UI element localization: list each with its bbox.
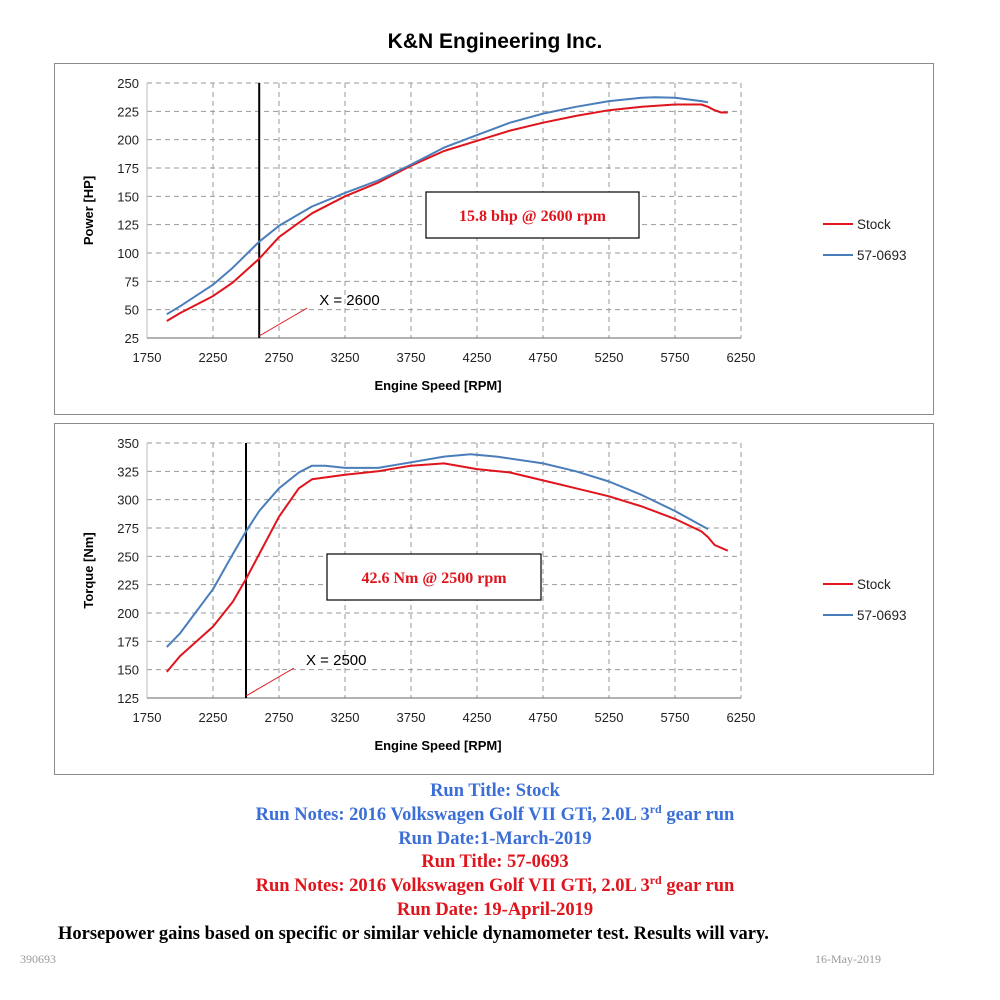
chart-torque-x-tick-label: 1750 [133,710,162,725]
chart-torque-x-tick-label: 5750 [661,710,690,725]
chart-power-y-tick-label: 50 [125,303,139,318]
chart-power-x-tick-label: 4250 [463,350,492,365]
chart-power-y-tick-label: 100 [117,246,139,261]
chart-torque-marker-leader [245,667,295,697]
footer-date: 16-May-2019 [815,952,881,966]
chart-power-x-tick-label: 3250 [331,350,360,365]
chart-title: K&N Engineering Inc. [387,30,603,53]
chart-power-series-stock-line [166,103,728,322]
chart-power-annotation-text: 15.8 bhp @ 2600 rpm [459,208,607,225]
chart-torque-y-tick-label: 250 [117,549,139,564]
chart-power-x-tick-label: 2250 [199,350,228,365]
chart-torque-x-tick-label: 6250 [727,710,756,725]
stock-run-notes: Run Notes: 2016 Volkswagen Golf VII GTi,… [255,801,735,825]
chart-torque-y-tick-label: 125 [117,691,139,706]
power-chart-panel: 1750 2250 2750 3250 3750 4250 4750 5250 5750 6250… [54,63,934,415]
chart-torque-x-tick-label: 4750 [529,710,558,725]
chart-power-x-tick-label: 4750 [529,350,558,365]
chart-power-y-tick-label: 75 [125,274,139,289]
kn-run-title: Run Title: 57-0693 [421,852,569,873]
chart-torque-marker-label: X = 2500 [306,652,366,669]
chart-torque-y-tick-label: 225 [117,578,139,593]
chart-power-x-tick-label: 6250 [727,350,756,365]
chart-power-marker-leader [258,307,308,337]
chart-torque-y-axis-label: Torque [Nm] [81,532,96,608]
chart-power-legend-label-stock: Stock [857,217,891,232]
chart-power-x-tick-label: 1750 [133,350,162,365]
chart-power-y-axis-label: Power [HP] [81,176,96,245]
chart-power-y-tick-label: 175 [117,161,139,176]
chart-torque-y-tick-label: 350 [117,436,139,451]
chart-torque-y-tick-label: 300 [117,493,139,508]
chart-torque-legend-label-stock: Stock [857,577,891,592]
chart-power-y-tick-label: 150 [117,189,139,204]
power-chart: 1750 2250 2750 3250 3750 4250 4750 5250 5750 6250… [81,76,907,393]
chart-power-y-tick-label: 25 [125,331,139,346]
chart-power-series-kn-line [166,96,709,316]
chart-torque-x-axis-label: Engine Speed [RPM] [374,738,501,753]
chart-torque-series-stock-line [166,462,729,673]
chart-torque-y-tick-label: 175 [117,634,139,649]
torque-chart: 1750 2250 2750 3250 3750 4250 4750 5250 5750 6250… [81,436,907,753]
chart-torque-y-tick-label: 325 [117,464,139,479]
chart-power-x-tick-label: 3750 [397,350,426,365]
chart-torque-legend-label-kn: 57-0693 [857,608,907,623]
chart-power-y-tick-label: 250 [117,76,139,91]
chart-power-x-tick-label: 2750 [265,350,294,365]
run-notes: Run Title: Stock Run Notes: 2016 Volkswa… [0,780,990,923]
kn-run-date: Run Date: 19-April-2019 [396,899,594,920]
torque-chart-panel: 1750 2250 2750 3250 3750 4250 4750 5250 5750 6250… [54,423,934,775]
chart-torque-x-tick-label: 2750 [265,710,294,725]
kn-run-notes: Run Notes: 2016 Volkswagen Golf VII GTi,… [255,873,735,897]
chart-torque-annotation-text: 42.6 Nm @ 2500 rpm [361,570,507,587]
disclaimer: Horsepower gains based on specific or si… [58,924,769,944]
chart-torque-x-tick-label: 2250 [199,710,228,725]
chart-torque-y-tick-label: 200 [117,606,139,621]
stock-run-date: Run Date:1-March-2019 [398,828,592,849]
chart-power-marker-label: X = 2600 [319,292,379,309]
chart-torque-x-tick-label: 4250 [463,710,492,725]
chart-torque-x-tick-label: 5250 [595,710,624,725]
chart-torque-x-tick-label: 3250 [331,710,360,725]
chart-torque-x-tick-label: 3750 [397,710,426,725]
chart-power-legend-label-kn: 57-0693 [857,248,907,263]
chart-power-y-tick-label: 125 [117,218,139,233]
chart-torque-annotation-box [326,553,542,601]
chart-power-y-tick-label: 225 [117,104,139,119]
chart-power-x-axis-label: Engine Speed [RPM] [374,378,501,393]
chart-power-annotation-box [425,191,640,239]
footer-id: 390693 [20,952,56,966]
chart-torque-series-kn-line [166,453,709,648]
stock-run-title: Run Title: Stock [430,781,560,801]
chart-power-y-tick-label: 200 [117,133,139,148]
chart-torque-y-tick-label: 275 [117,521,139,536]
chart-power-x-tick-label: 5250 [595,350,624,365]
chart-torque-y-tick-label: 150 [117,663,139,678]
chart-power-x-tick-label: 5750 [661,350,690,365]
